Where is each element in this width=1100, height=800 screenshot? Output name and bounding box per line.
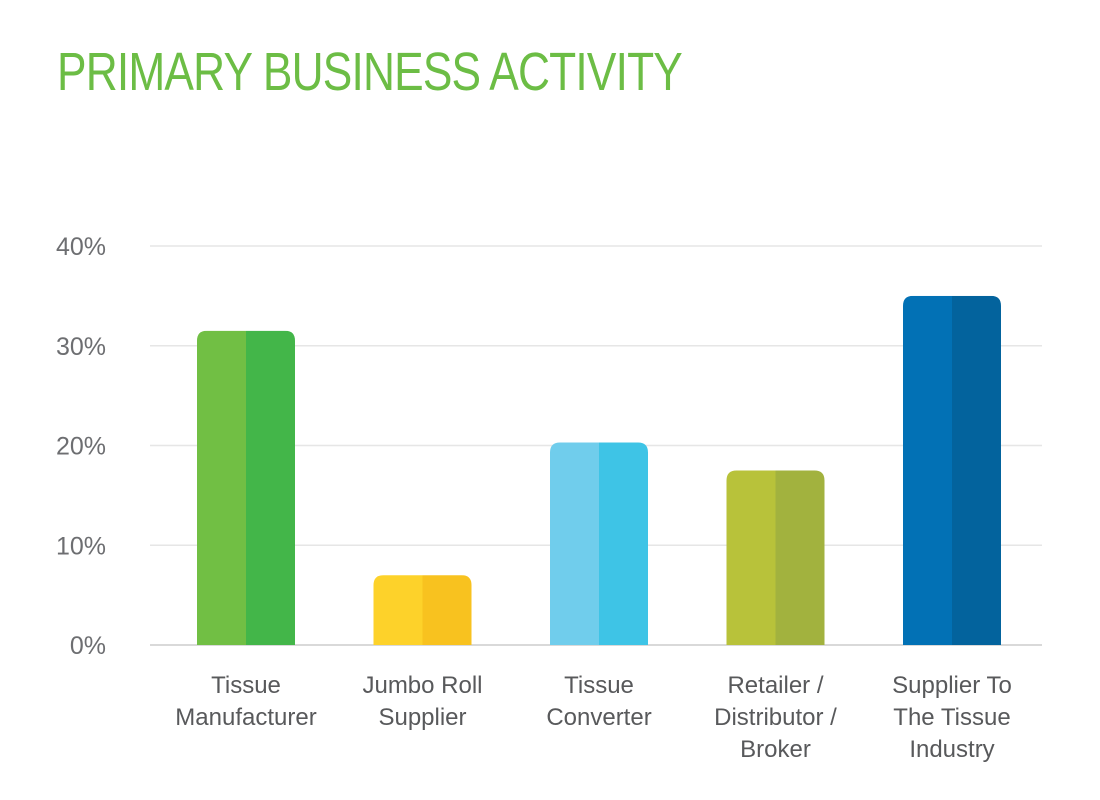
bar-left-half xyxy=(550,442,599,645)
x-category-label-line: Retailer / xyxy=(727,672,823,699)
bar-left-half xyxy=(903,295,952,645)
bar xyxy=(373,575,472,645)
bar xyxy=(903,295,1001,645)
x-category-label-line: The Tissue xyxy=(893,704,1010,731)
bar-right-half xyxy=(599,442,648,645)
x-category-label-line: Converter xyxy=(546,704,651,731)
x-category-label-line: Jumbo Roll xyxy=(362,672,482,699)
x-category-label-line: Tissue xyxy=(211,672,281,699)
y-tick-label: 10% xyxy=(56,532,106,560)
bar-right-half xyxy=(246,330,295,645)
y-tick-label: 0% xyxy=(70,632,106,660)
x-category-label-line: Industry xyxy=(909,736,994,763)
y-axis-ticks: 0% 10% 20% 30% 40% xyxy=(56,233,106,660)
bar-right-half xyxy=(952,295,1001,645)
x-category-label-line: Supplier To xyxy=(892,672,1012,699)
bar-right-half xyxy=(775,470,825,645)
bar-right-half xyxy=(422,575,472,645)
bar-left-half xyxy=(373,575,423,645)
y-tick-label: 40% xyxy=(56,233,106,261)
y-tick-label: 20% xyxy=(56,433,106,461)
bar-left-half xyxy=(726,470,776,645)
x-category-label: Supplier To The Tissue Industry xyxy=(892,672,1012,763)
x-category-label-line: Manufacturer xyxy=(175,704,316,731)
x-category-label-line: Supplier xyxy=(378,704,466,731)
x-category-label-line: Tissue xyxy=(564,672,634,699)
x-category-label: Tissue Manufacturer xyxy=(175,672,316,731)
x-category-label: Retailer / Distributor / Broker xyxy=(714,672,837,763)
x-category-label: Jumbo Roll Supplier xyxy=(362,672,482,731)
bar xyxy=(197,330,295,645)
x-category-label-line: Broker xyxy=(740,736,811,763)
x-axis-labels: Tissue Manufacturer Jumbo Roll Supplier Tiss… xyxy=(175,672,1012,763)
y-tick-label: 30% xyxy=(56,333,106,361)
chart-title: PRIMARY BUSINESS ACTIVITY xyxy=(57,42,683,102)
bar xyxy=(550,442,648,645)
bars xyxy=(197,295,1001,645)
x-category-label: Tissue Converter xyxy=(546,672,651,731)
bar-left-half xyxy=(197,330,246,645)
bar xyxy=(726,470,825,645)
x-category-label-line: Distributor / xyxy=(714,704,837,731)
